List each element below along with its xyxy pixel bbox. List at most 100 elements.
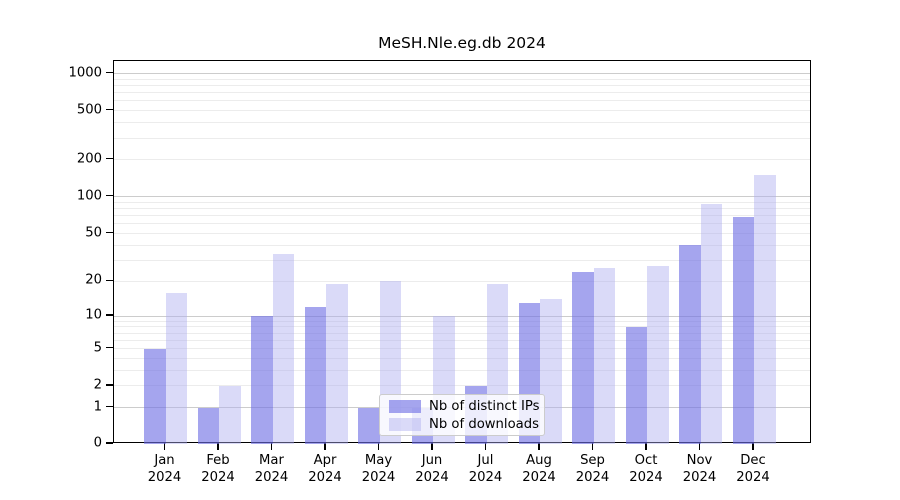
x-tick-apr [324,443,326,450]
bar-distinct-ips-nov [679,245,701,444]
y-tick-label-0: 0 [93,435,102,451]
y-tick-2 [106,384,113,386]
y-tick-500 [106,109,113,111]
gridline-minor-9 [114,320,810,322]
x-tick-aug [538,443,540,450]
x-tick-sep [591,443,594,450]
gridline-minor-6 [114,339,810,341]
gridline-major-100 [114,196,810,198]
bar-distinct-ips-apr [304,307,326,444]
x-tick-label-jul: Jul 2024 [468,453,503,485]
y-tick-100 [106,195,113,197]
bar-distinct-ips-dec [732,217,754,444]
gridline-minor-90 [114,201,810,203]
bar-downloads-feb [219,385,241,444]
legend-label-downloads: Nb of downloads [429,416,539,432]
legend-item-distinct-ips: Nb of distinct IPs [389,399,540,414]
y-tick-10 [106,314,113,316]
gridline-minor-600 [114,100,810,102]
y-tick-label-2: 2 [93,377,102,393]
gridline-minor-4 [114,357,810,359]
gridline-minor-200 [114,159,810,161]
gridline-major-1000 [114,73,810,75]
x-tick-dec [752,443,754,450]
gridline-minor-7 [114,332,810,334]
y-tick-label-1: 1 [93,399,102,415]
x-tick-nov [698,443,701,450]
plot-area [113,60,811,444]
legend: Nb of distinct IPs Nb of downloads [379,394,545,436]
x-tick-label-jun: Jun 2024 [415,453,449,485]
bar-downloads-mar [272,253,294,444]
x-tick-label-sep: Sep 2024 [575,453,610,485]
legend-swatch-distinct-ips [389,399,421,413]
y-tick-label-1000: 1000 [68,65,102,81]
bar-distinct-ips-may [358,407,380,444]
bar-distinct-ips-feb [197,407,219,444]
gridline-minor-300 [114,137,810,139]
legend-swatch-downloads [389,417,421,431]
x-tick-feb [217,443,219,450]
gridline-minor-8 [114,326,810,328]
x-tick-label-jan: Jan 2024 [147,453,182,485]
bar-downloads-apr [326,283,348,444]
bar-downloads-oct [647,265,669,444]
y-tick-200 [106,158,113,160]
bar-downloads-sep [593,267,615,444]
y-tick-label-500: 500 [76,102,102,118]
gridline-minor-2 [114,385,810,387]
x-tick-label-nov: Nov 2024 [682,453,717,485]
gridline-major-10 [114,315,810,317]
y-tick-label-5: 5 [93,340,102,356]
gridline-minor-80 [114,208,810,210]
x-tick-label-may: May 2024 [361,453,396,485]
y-tick-label-200: 200 [76,151,102,167]
x-tick-oct [645,443,647,450]
bar-distinct-ips-oct [625,326,647,444]
gridline-minor-800 [114,85,810,87]
x-tick-label-aug: Aug 2024 [522,453,556,485]
bar-distinct-ips-jan [144,348,166,444]
y-tick-20 [106,279,113,281]
x-tick-label-dec: Dec 2024 [736,453,770,485]
y-tick-label-50: 50 [85,225,102,241]
gridline-minor-70 [114,215,810,217]
gridline-minor-3 [114,369,810,371]
x-tick-label-oct: Oct 2024 [629,453,663,485]
x-tick-label-feb: Feb 2024 [201,453,235,485]
x-tick-jul [484,443,487,450]
gridline-minor-20 [114,280,810,282]
x-tick-mar [270,443,273,450]
y-tick-label-20: 20 [85,272,102,288]
gridline-minor-700 [114,92,810,94]
gridline-minor-60 [114,223,810,225]
y-tick-0 [106,442,113,444]
x-tick-jun [431,443,433,450]
x-tick-may [377,443,380,450]
gridline-minor-50 [114,233,810,235]
bar-downloads-nov [700,203,722,444]
y-tick-1000 [106,71,113,74]
bar-downloads-jan [165,292,187,444]
x-tick-label-mar: Mar 2024 [254,453,289,485]
gridline-minor-500 [114,110,810,112]
y-tick-label-100: 100 [76,188,102,204]
gridline-minor-900 [114,78,810,80]
x-tick-jan [163,443,166,450]
chart-title: MeSH.Nle.eg.db 2024 [378,34,546,52]
legend-label-distinct-ips: Nb of distinct IPs [429,398,540,414]
bar-distinct-ips-sep [572,271,594,444]
gridline-minor-5 [114,348,810,350]
bar-downloads-dec [754,175,776,444]
y-tick-50 [106,232,113,234]
gridline-minor-400 [114,122,810,124]
gridline-minor-30 [114,259,810,261]
bar-downloads-aug [540,299,562,444]
x-tick-label-apr: Apr 2024 [308,453,342,485]
legend-item-downloads: Nb of downloads [389,417,539,432]
y-tick-1 [106,406,113,408]
gridline-minor-40 [114,244,810,246]
y-tick-5 [106,347,113,349]
y-tick-label-10: 10 [85,307,102,323]
